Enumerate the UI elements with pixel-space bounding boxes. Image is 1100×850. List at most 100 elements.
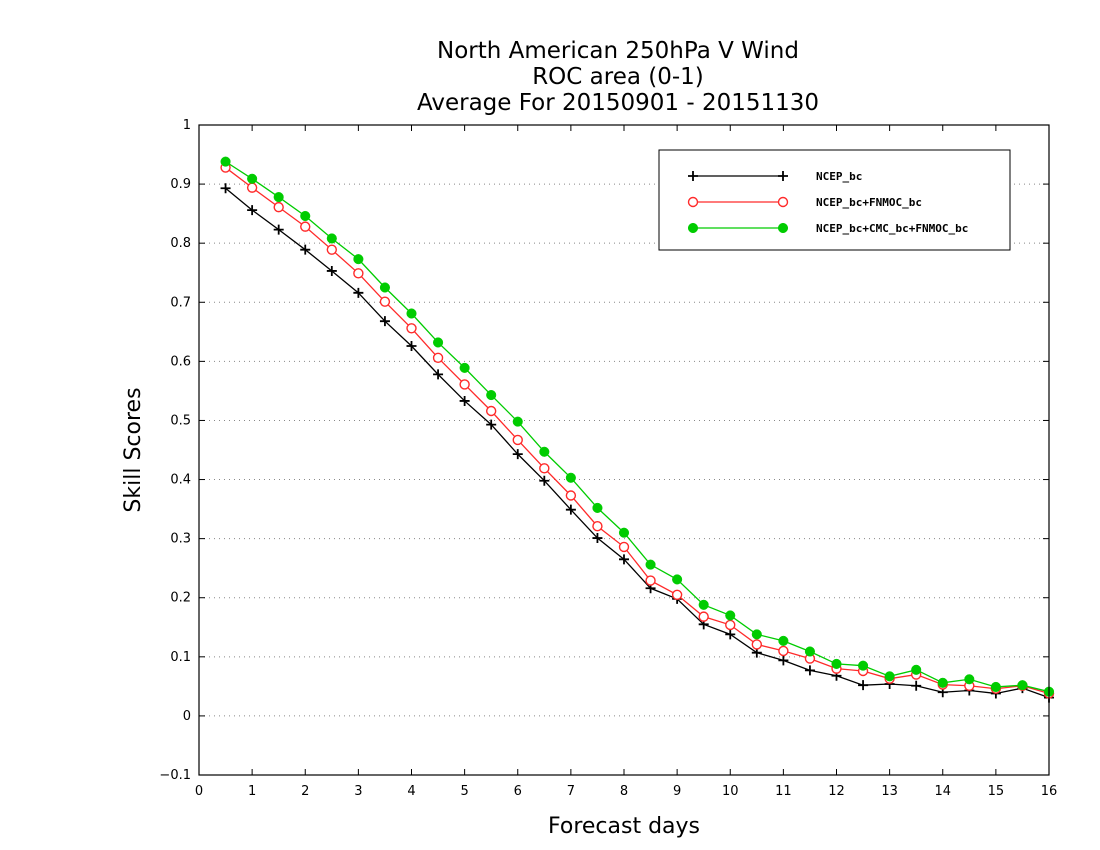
y-tick-label: 0.7 (170, 295, 191, 310)
data-point (273, 201, 284, 213)
grid (199, 183, 1049, 717)
x-tick-label: 12 (828, 784, 845, 799)
data-point (433, 369, 444, 380)
data-point (858, 680, 869, 691)
data-point (512, 449, 523, 460)
y-tick-label: 0.1 (170, 650, 191, 665)
data-point (459, 362, 470, 373)
legend-swatch-marker (688, 171, 698, 181)
data-point (220, 183, 231, 194)
data-point (406, 341, 417, 351)
data-point (539, 463, 550, 474)
y-axis-label: Skill Scores (121, 387, 146, 512)
data-point (618, 541, 630, 553)
x-tick-label: 6 (514, 784, 522, 799)
data-point (300, 221, 311, 232)
data-point (725, 619, 736, 631)
data-point (592, 533, 603, 544)
legend-label: NCEP_bc+CMC_bc+FNMOC_bc (816, 222, 968, 235)
data-point (300, 244, 311, 255)
data-point (512, 416, 523, 427)
y-tick-label: 0.2 (170, 591, 191, 606)
data-point (911, 680, 922, 691)
y-tick-label: 0.4 (170, 473, 191, 488)
x-tick-label: 5 (460, 784, 468, 799)
data-point (406, 323, 417, 334)
data-point (778, 635, 789, 646)
data-point (619, 554, 629, 565)
data-point (273, 192, 284, 203)
y-tick-label: −0.1 (159, 768, 191, 783)
x-tick-label: 10 (722, 784, 739, 799)
data-point (831, 658, 842, 669)
data-point (964, 674, 975, 685)
x-tick-label: 1 (248, 784, 256, 799)
data-point (353, 287, 364, 298)
y-tick-label: 0.3 (170, 532, 191, 547)
data-point (300, 210, 311, 222)
x-tick-label: 8 (620, 784, 628, 799)
data-point (645, 559, 656, 570)
data-point (751, 639, 763, 650)
x-tick-label: 16 (1041, 784, 1058, 799)
data-point (698, 611, 709, 622)
x-tick-label: 15 (988, 784, 1005, 799)
data-point (353, 268, 364, 279)
x-tick-label: 0 (195, 784, 203, 799)
data-point (539, 475, 550, 486)
data-point (539, 446, 550, 457)
data-point (671, 589, 683, 600)
data-point (246, 182, 258, 193)
data-point (247, 205, 258, 216)
data-point (459, 379, 470, 390)
data-point (645, 575, 656, 586)
series-layer (220, 156, 1055, 703)
data-point (379, 282, 390, 293)
data-point (751, 629, 762, 640)
data-point (937, 677, 948, 688)
data-point (326, 244, 338, 255)
data-point (565, 504, 576, 515)
x-tick-label: 11 (775, 784, 792, 799)
data-point (725, 629, 736, 640)
data-point (592, 502, 603, 513)
chart-title-line-2: ROC area (0-1) (532, 64, 704, 90)
data-point (485, 405, 497, 417)
data-point (512, 434, 523, 446)
data-point (353, 254, 364, 265)
chart-title-line-1: North American 250hPa V Wind (437, 38, 799, 64)
y-tick-label: 0 (183, 709, 191, 724)
data-point (379, 316, 390, 327)
legend-entry: NCEP_bc+CMC_bc+FNMOC_bc (687, 222, 968, 235)
x-tick-label: 9 (673, 784, 681, 799)
data-point (778, 645, 789, 657)
chart-title-line-3: Average For 20150901 - 20151130 (417, 90, 819, 116)
data-point (858, 660, 869, 671)
data-point (725, 610, 736, 621)
data-point (1017, 680, 1028, 691)
legend-swatch-marker (777, 196, 789, 208)
x-tick-label: 4 (407, 784, 415, 799)
legend-swatch-marker (777, 222, 789, 234)
legend-entry: NCEP_bc (688, 170, 862, 183)
data-point (565, 490, 577, 501)
data-point (804, 646, 815, 657)
x-axis-label: Forecast days (548, 814, 700, 839)
data-point (990, 681, 1001, 693)
y-tick-label: 0.9 (170, 177, 191, 192)
data-point (618, 527, 630, 538)
axis-ticks: −0.100.10.20.30.40.50.60.70.80.910 1 2 3 4 5 6… (159, 118, 1057, 799)
data-point (804, 665, 815, 676)
data-point (273, 224, 284, 235)
data-point (379, 296, 391, 307)
data-point (592, 521, 603, 532)
data-point (698, 599, 709, 610)
legend-swatch-marker (778, 171, 788, 181)
series-3 (220, 156, 1055, 697)
data-point (433, 337, 444, 348)
legend-label: NCEP_bc+FNMOC_bc (816, 196, 922, 209)
x-tick-label: 2 (301, 784, 309, 799)
legend-label: NCEP_bc (816, 170, 862, 183)
x-tick-label: 13 (881, 784, 898, 799)
